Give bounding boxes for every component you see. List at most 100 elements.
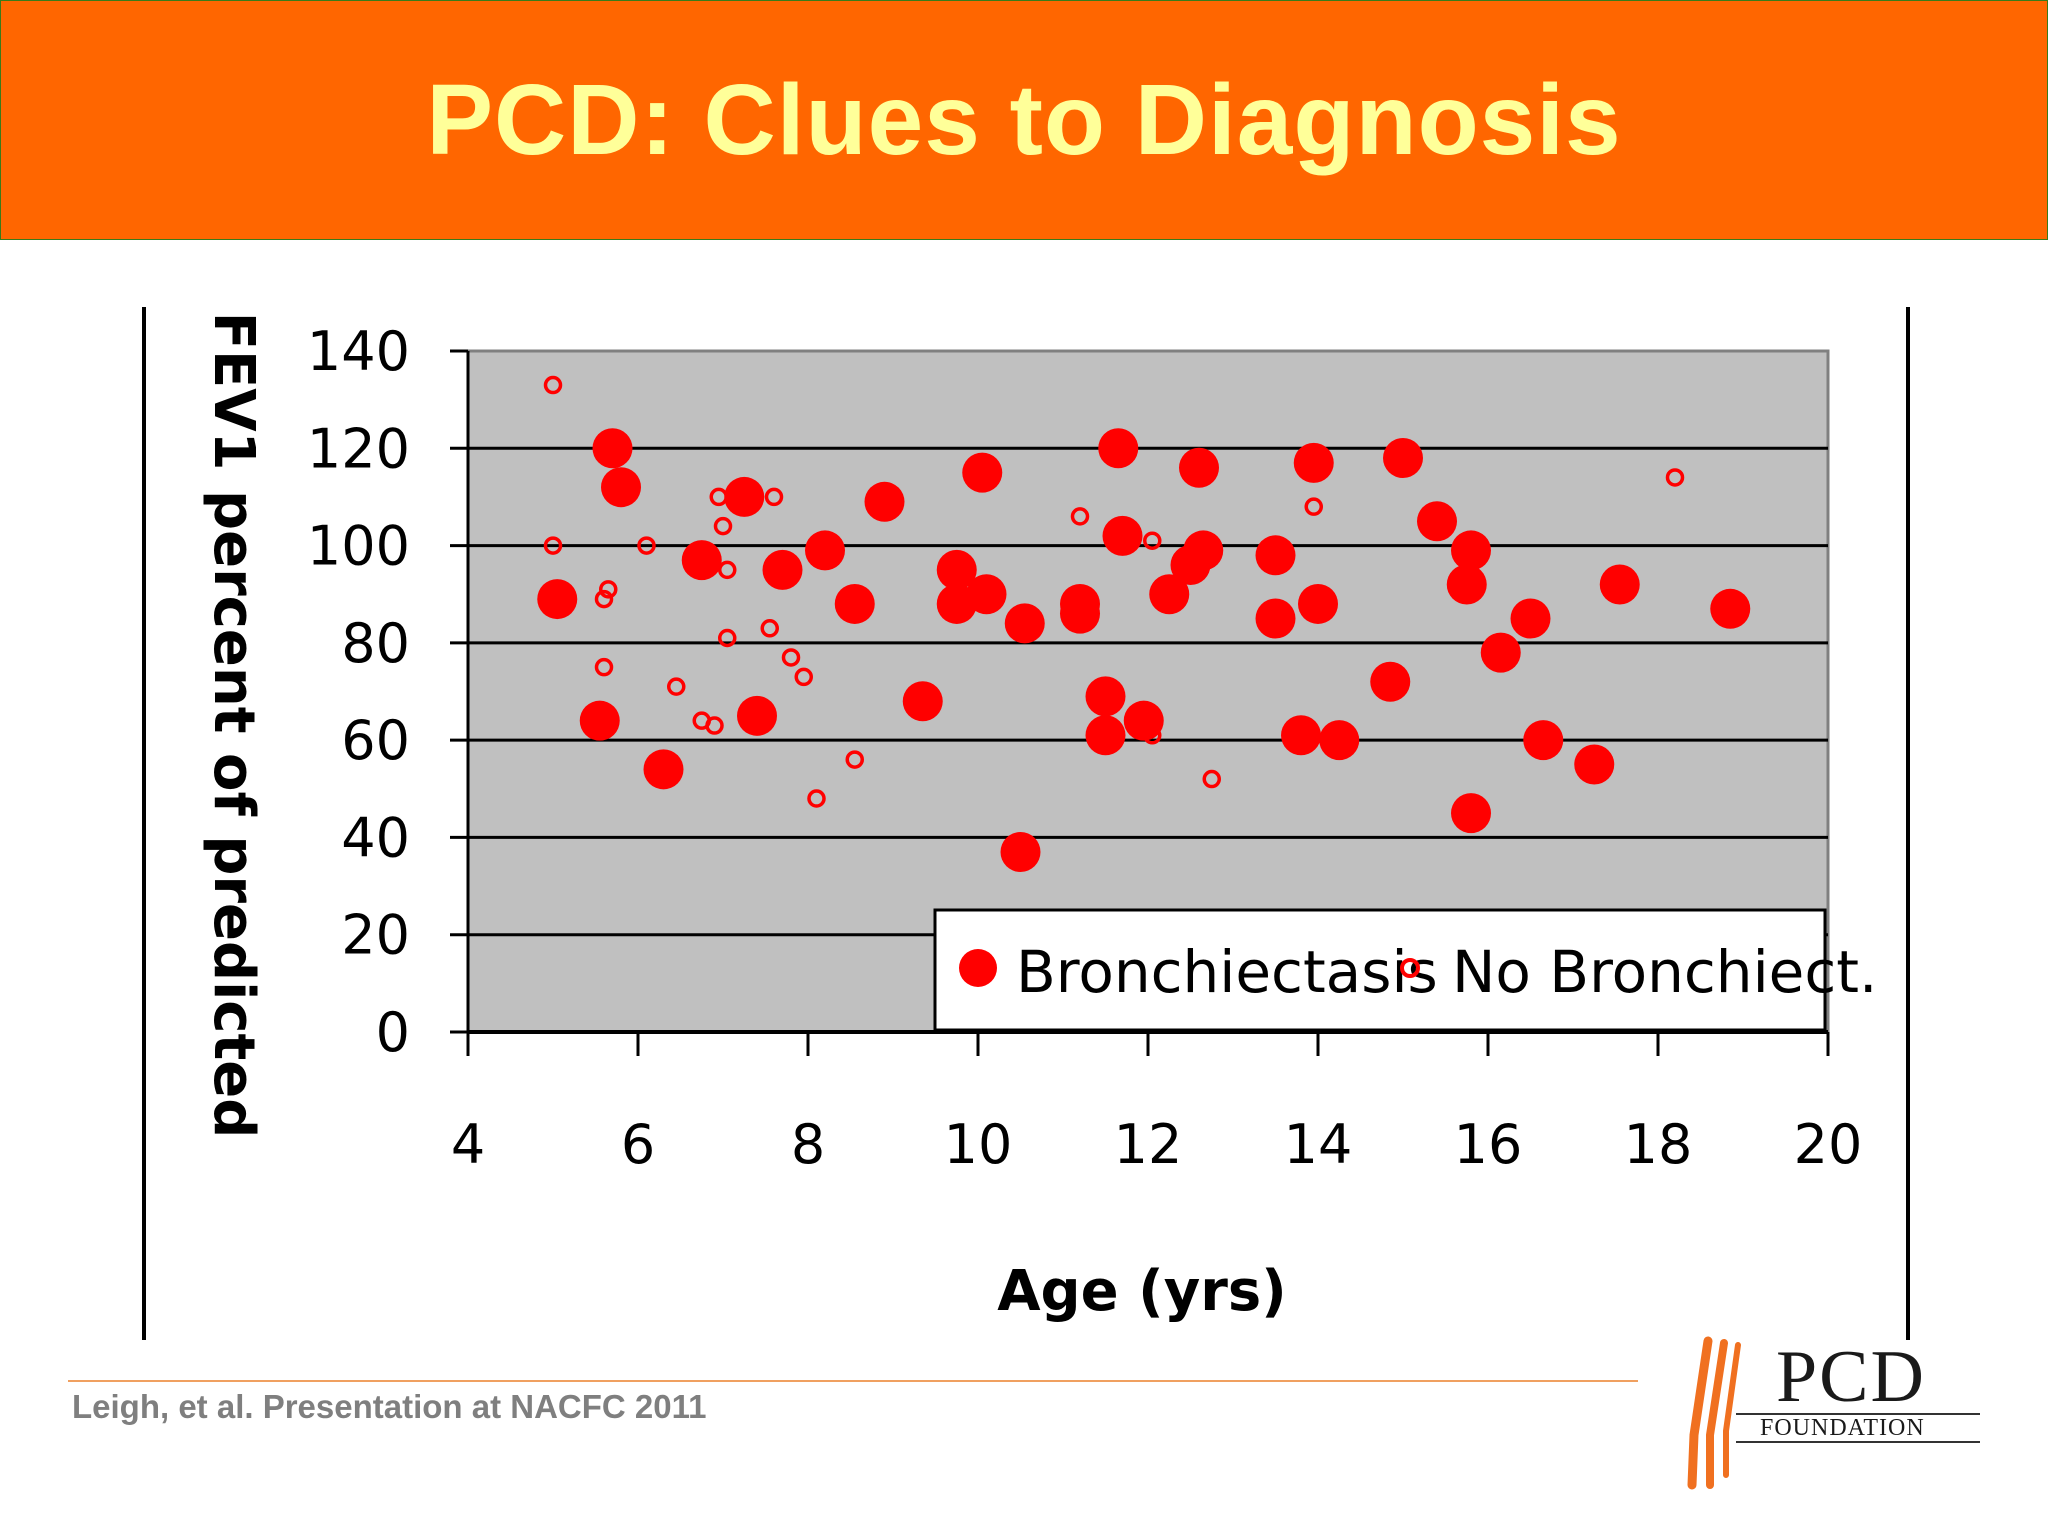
no-bronchiectasis-point — [760, 619, 779, 638]
no-bronchiectasis-point — [807, 789, 826, 808]
x-tick-label: 18 — [1624, 1113, 1693, 1176]
no-bronchiectasis-point — [764, 487, 784, 507]
legend-box — [933, 908, 1827, 1032]
no-bronchiectasis-point — [845, 750, 864, 769]
y-tick-label: 60 — [341, 709, 410, 772]
bronchiectasis-point — [592, 428, 633, 469]
bronchiectasis-point — [537, 579, 578, 620]
bronchiectasis-point — [1451, 793, 1491, 834]
bronchiectasis-point — [1370, 661, 1411, 702]
bronchiectasis-point — [1102, 515, 1143, 556]
no-bronchiectasis-point — [1143, 531, 1162, 550]
bronchiectasis-point — [1149, 574, 1190, 615]
axes: 0 20 40 60 80 100 120 140 4 6 8 10 12 14 16 18 20 — [307, 320, 1862, 1176]
logo-subtitle: FOUNDATION — [1760, 1415, 1925, 1441]
citation-rule — [68, 1380, 1638, 1382]
bronchiectasis-point — [1298, 583, 1338, 624]
bronchiectasis-point — [1281, 715, 1321, 756]
bronchiectasis-point — [1480, 632, 1521, 673]
bronchiectasis-point — [1417, 501, 1457, 542]
no-bronchiectasis-point — [1304, 497, 1323, 516]
bronchiectasis-point — [1183, 530, 1224, 571]
x-tick-label: 20 — [1794, 1113, 1863, 1176]
bronchiectasis-point — [1123, 700, 1164, 741]
bronchiectasis-point — [1599, 564, 1640, 605]
x-tick-label: 12 — [1114, 1113, 1183, 1176]
citation: Leigh, et al. Presentation at NACFC 2011 — [72, 1388, 707, 1425]
no-bronchiectasis-point — [667, 677, 686, 696]
no-bronchiectasis-point — [594, 657, 614, 677]
legend-marker-no-bronchiectasis — [1400, 958, 1420, 978]
no-bronchiectasis-point — [718, 628, 737, 648]
bronchiectasis-point — [1085, 715, 1126, 756]
no-bronchiectasis-point — [705, 716, 724, 735]
y-tick-label: 0 — [376, 1001, 410, 1064]
legend-label-bronchiectasis: Bronchiectasis — [1016, 938, 1438, 1006]
bronchiectasis-point — [1319, 720, 1360, 761]
y-axis-title: FEV1 percent of predicted — [201, 312, 266, 1139]
logo-wordmark: PCD — [1776, 1336, 1926, 1418]
logo-rule-lower — [1736, 1441, 1980, 1443]
bronchiectasis-point — [1451, 530, 1491, 571]
no-bronchiectasis-point — [1070, 507, 1090, 526]
no-bronchiectasis-point — [1665, 468, 1685, 487]
bronchiectasis-point — [1060, 593, 1100, 634]
bronchiectasis-point — [579, 700, 620, 741]
x-tick-label: 14 — [1284, 1113, 1353, 1176]
no-bronchiectasis-point — [713, 516, 733, 536]
y-tick-label: 120 — [307, 417, 410, 480]
no-bronchiectasis-point — [594, 589, 614, 609]
title-bar: PCD: Clues to Diagnosis — [0, 0, 2048, 240]
y-tick-label: 40 — [341, 806, 410, 869]
bronchiectasis-point — [1293, 442, 1334, 483]
bronchiectasis-point — [1255, 535, 1296, 576]
y-tick-label: 100 — [307, 515, 410, 578]
bronchiectasis-point — [601, 467, 641, 508]
bronchiectasis-point — [805, 530, 845, 571]
no-bronchiectasis-point — [781, 648, 801, 667]
bronchiectasis-point — [1383, 438, 1423, 479]
x-tick-label: 4 — [451, 1113, 485, 1176]
bronchiectasis-point — [1004, 603, 1045, 644]
no-bronchiectasis-point — [718, 560, 737, 580]
bronchiectasis-point — [1085, 676, 1126, 717]
x-tick-label: 16 — [1454, 1113, 1523, 1176]
bronchiectasis-point — [737, 695, 777, 736]
legend-marker-bronchiectasis — [959, 949, 997, 987]
y-tick-label: 20 — [341, 904, 410, 967]
bronchiectasis-point — [1179, 447, 1219, 488]
bronchiectasis-point — [966, 574, 1007, 615]
y-tick-label: 80 — [341, 612, 410, 675]
no-bronchiectasis-point — [637, 536, 656, 555]
bronchiectasis-point — [1574, 744, 1615, 785]
slide-title: PCD: Clues to Diagnosis — [426, 63, 1622, 176]
x-axis-title: Age (yrs) — [997, 1259, 1287, 1324]
logo-rule — [1736, 1413, 1980, 1415]
bronchiectasis-point — [762, 549, 803, 590]
no-bronchiectasis-point — [543, 375, 563, 395]
bronchiectasis-point — [643, 749, 684, 790]
no-bronchiectasis-point — [599, 580, 618, 599]
bronchiectasis-point — [864, 481, 905, 522]
no-bronchiectasis-point — [794, 667, 813, 687]
legend: Bronchiectasis No Bronchiect. — [933, 908, 1877, 1032]
bronchiectasis-point — [1510, 598, 1551, 639]
no-bronchiectasis-point — [709, 487, 728, 507]
bronchiectasis-point — [724, 476, 765, 517]
bronchiectasis-point — [936, 549, 977, 590]
x-tick-label: 10 — [944, 1113, 1013, 1176]
bronchiectasis-point — [1255, 598, 1296, 639]
no-bronchiectasis-point — [543, 536, 563, 555]
x-tick-label: 6 — [621, 1113, 655, 1176]
no-bronchiectasis-point — [1202, 769, 1221, 789]
legend-label-no-bronchiectasis: No Bronchiect. — [1452, 938, 1877, 1006]
bronchiectasis-point — [1710, 588, 1751, 629]
bronchiectasis-point — [1446, 564, 1487, 605]
pcd-foundation-logo: PCD FOUNDATION — [1680, 1335, 1980, 1495]
logo-swoosh-icon — [1687, 1336, 1741, 1490]
no-bronchiectasis-point — [1143, 726, 1162, 745]
data-points — [537, 375, 1751, 873]
bronchiectasis-point — [902, 681, 943, 722]
bronchiectasis-point — [681, 540, 722, 581]
